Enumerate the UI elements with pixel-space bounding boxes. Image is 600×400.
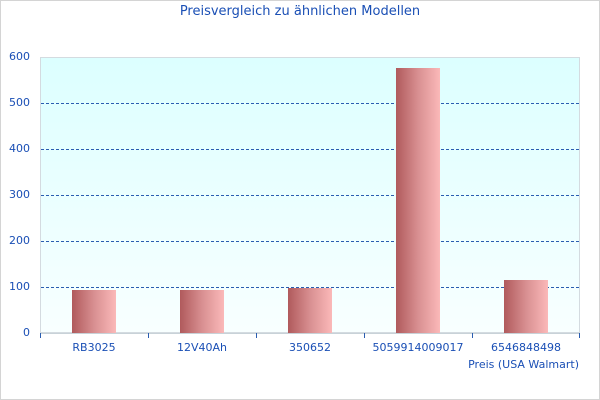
bar-5059914009017 — [396, 67, 440, 333]
bar-350652 — [288, 287, 332, 333]
x-tick — [256, 333, 257, 338]
bar-6546848498 — [504, 280, 548, 333]
bar-rb3025 — [72, 289, 116, 333]
x-tick — [579, 333, 580, 338]
x-tick-label: 6546848498 — [491, 341, 561, 354]
y-tick-label: 500 — [9, 96, 30, 109]
x-tick — [148, 333, 149, 338]
gridline-300 — [41, 195, 579, 196]
gridline-100 — [41, 287, 579, 288]
y-tick-label: 600 — [9, 50, 30, 63]
y-tick-label: 300 — [9, 188, 30, 201]
x-tick-label: 12V40Ah — [176, 341, 227, 354]
y-tick-label: 0 — [23, 326, 30, 339]
gridline-400 — [41, 149, 579, 150]
y-tick-label: 400 — [9, 142, 30, 155]
chart-title: Preisvergleich zu ähnlichen Modellen — [179, 4, 421, 19]
gridline-200 — [41, 241, 579, 242]
x-tick — [40, 333, 41, 338]
x-tick-label: RB3025 — [72, 341, 116, 354]
y-tick-label: 200 — [9, 234, 30, 247]
x-tick-label: 5059914009017 — [372, 341, 464, 354]
x-tick — [364, 333, 365, 338]
x-axis-line — [40, 333, 580, 334]
bar-12v40ah — [180, 289, 224, 333]
y-tick-label: 100 — [9, 280, 30, 293]
x-tick-label: 350652 — [289, 341, 331, 354]
gridline-500 — [41, 103, 579, 104]
x-axis-title: Preis (USA Walmart) — [468, 358, 579, 371]
x-tick — [472, 333, 473, 338]
